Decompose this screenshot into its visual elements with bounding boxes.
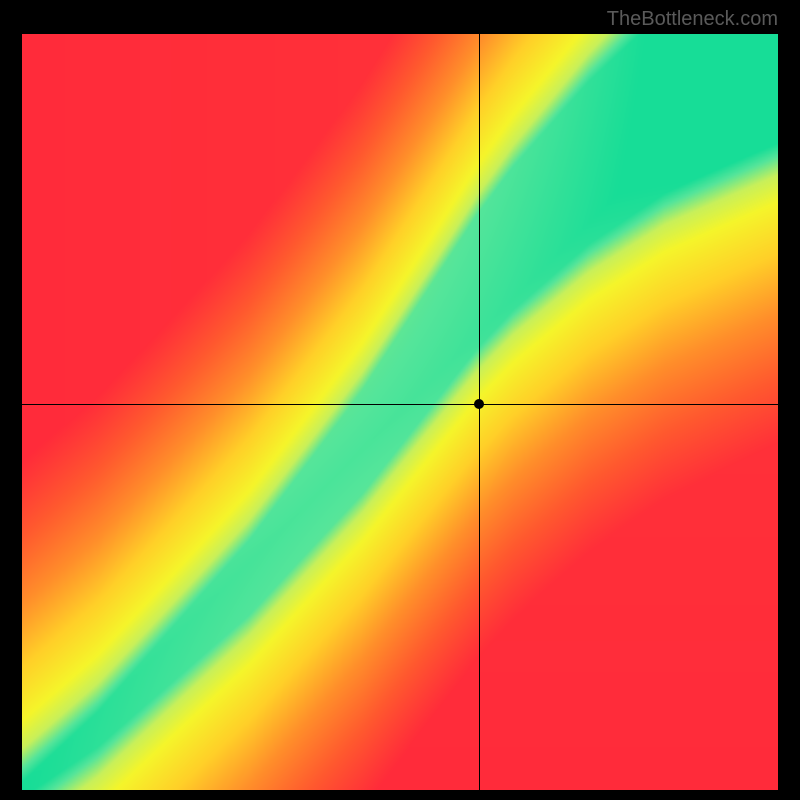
data-point-marker: [474, 399, 484, 409]
crosshair-vertical: [479, 34, 480, 790]
crosshair-horizontal: [22, 404, 778, 405]
chart-container: TheBottleneck.com: [0, 0, 800, 800]
heatmap-canvas: [22, 34, 778, 790]
plot-area: [22, 34, 778, 790]
watermark-text: TheBottleneck.com: [607, 8, 778, 31]
